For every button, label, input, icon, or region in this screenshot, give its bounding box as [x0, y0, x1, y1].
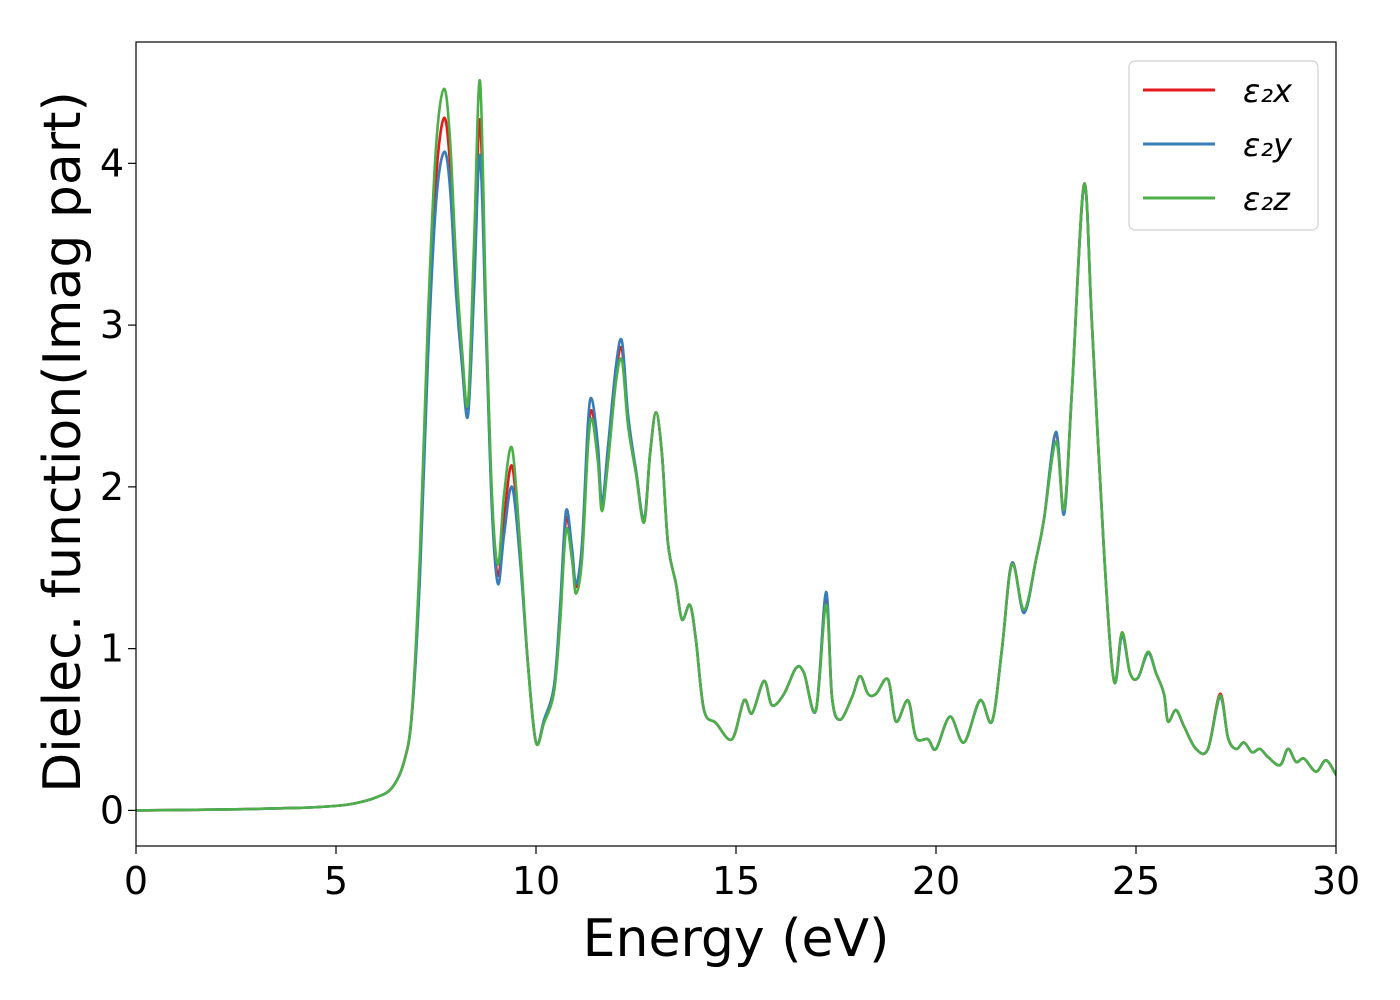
series-layer [136, 79, 1336, 812]
x-tick-label: 0 [124, 859, 148, 903]
legend-label-y: ε₂y [1243, 126, 1293, 164]
x-tick-label: 30 [1312, 859, 1360, 903]
x-tick-label: 15 [712, 859, 760, 903]
legend: ε₂x ε₂y ε₂z [1128, 60, 1319, 231]
series-line-y [136, 150, 1336, 812]
x-tick-label: 10 [512, 859, 560, 903]
y-axis-title: Dielec. function(Imag part) [33, 91, 93, 793]
x-tick-label: 25 [1112, 859, 1160, 903]
y-tick-label: 0 [100, 788, 124, 832]
x-axis-ticks: 0 5 10 15 20 25 30 [124, 846, 1360, 903]
x-axis-title: Energy (eV) [583, 909, 890, 969]
y-tick-label: 2 [100, 465, 124, 509]
y-tick-label: 4 [100, 141, 124, 185]
y-tick-label: 3 [100, 303, 124, 347]
y-axis-ticks: 0 1 2 3 4 [100, 141, 136, 832]
legend-label-z: ε₂z [1243, 180, 1291, 218]
y-tick-label: 1 [100, 627, 124, 671]
series-line-z [136, 79, 1336, 812]
legend-box [1128, 60, 1319, 231]
x-tick-label: 20 [912, 859, 960, 903]
x-tick-label: 5 [324, 859, 348, 903]
legend-label-x: ε₂x [1243, 72, 1293, 110]
